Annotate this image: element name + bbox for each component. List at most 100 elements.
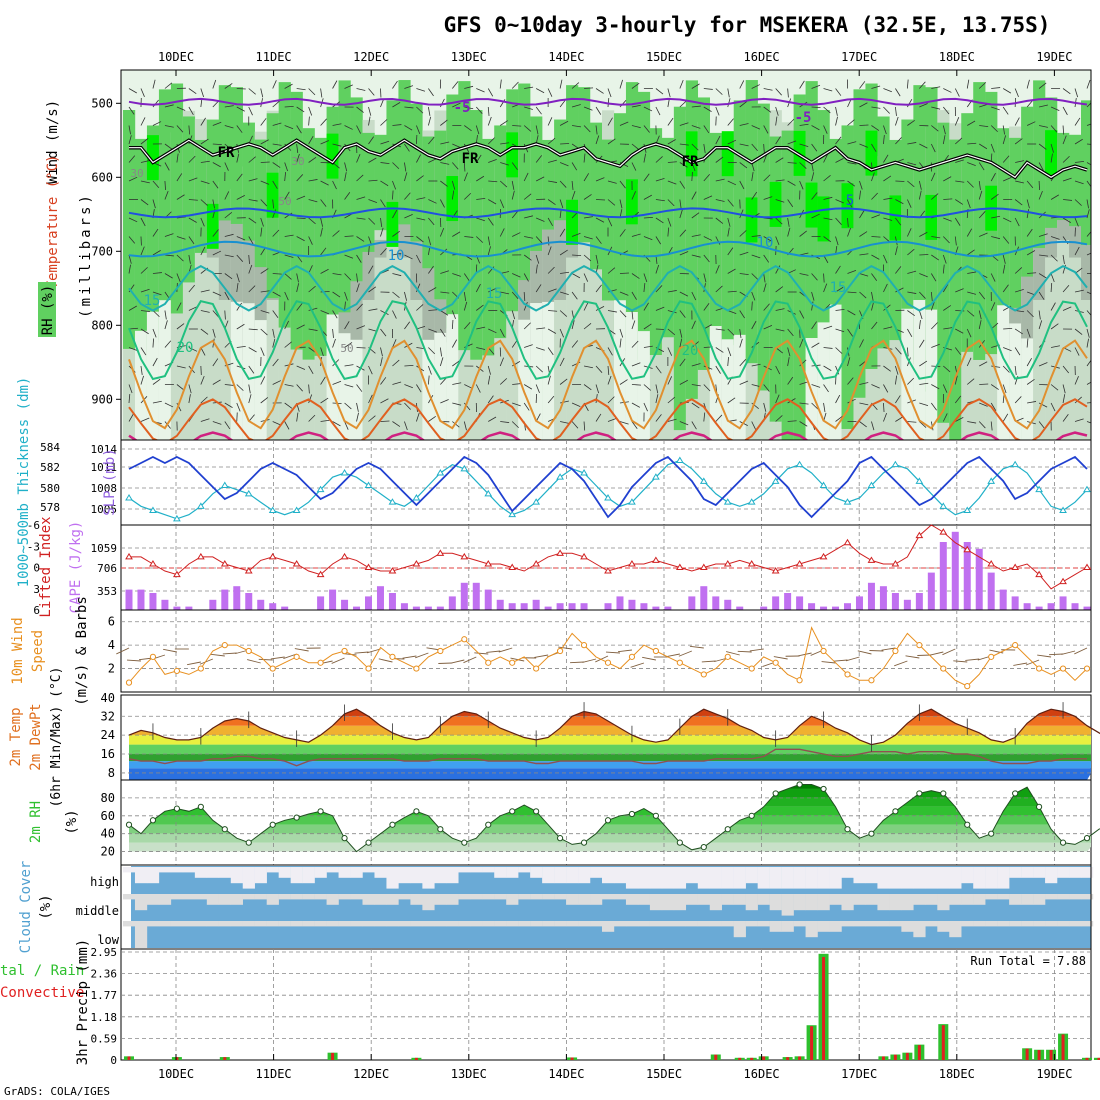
cloud-clear-cell [901, 867, 914, 889]
upper-barb [703, 254, 710, 263]
upper-barb [176, 302, 182, 311]
precip-convective-bar [738, 1057, 742, 1060]
rh-band-green [350, 97, 363, 282]
upper-barb [1038, 402, 1048, 408]
upper-barb [176, 273, 181, 282]
upper-barb [583, 302, 589, 311]
upper-barb [883, 217, 893, 221]
wind-barb [415, 652, 429, 659]
thickness-line-marker [556, 473, 564, 480]
cloud-clear-cell [877, 921, 890, 927]
cloud-clear-cell [206, 894, 220, 905]
rh-line-marker [820, 785, 827, 793]
upper-barb [571, 291, 578, 300]
upper-barb [715, 285, 723, 293]
cloud-clear-cell [398, 894, 411, 900]
rh-band-green [242, 122, 255, 241]
lifted-index-line-marker [580, 552, 588, 560]
lifted-index-line-marker [364, 563, 373, 570]
upper-barb [643, 125, 650, 133]
upper-barb [679, 229, 687, 237]
upper-barb [942, 413, 948, 422]
upper-barb [380, 217, 383, 227]
upper-barb [416, 154, 421, 163]
upper-barb [667, 180, 677, 185]
upper-barb [787, 140, 797, 145]
upper-barb [416, 125, 421, 134]
upper-barb [392, 162, 400, 170]
upper-barb [535, 284, 542, 293]
upper-barb [320, 397, 329, 404]
upper-barb [296, 303, 303, 311]
upper-barb [655, 394, 659, 404]
upper-barb [631, 273, 640, 279]
upper-barb [308, 179, 318, 182]
cloud-clear-cell [1081, 867, 1094, 878]
upper-barb [847, 141, 857, 145]
lifted-index-line-marker [628, 559, 636, 567]
upper-barb [439, 98, 445, 108]
upper-barb [739, 359, 747, 367]
upper-barb [212, 79, 217, 89]
wind-speed-line-marker [1036, 665, 1043, 672]
rh-band-dry [1021, 338, 1034, 440]
cloud-clear-cell [422, 921, 435, 927]
upper-barb [931, 86, 941, 89]
upper-barb [535, 106, 542, 115]
cloud-clear-cell [158, 921, 172, 927]
upper-barb [547, 375, 551, 385]
cloud-clear-cell [434, 921, 447, 927]
contour-30 [128, 398, 1088, 440]
upper-barb [859, 190, 861, 200]
upper-barb [595, 365, 603, 373]
thickness-line-marker [220, 481, 229, 488]
cape-bar [556, 603, 564, 610]
upper-barb [368, 157, 377, 163]
contour-label: 50 [340, 342, 353, 355]
upper-barb [248, 328, 258, 331]
upper-barb [859, 382, 869, 385]
upper-barb [320, 140, 330, 145]
rh-line-marker [341, 835, 348, 842]
rh-band-dry [134, 330, 148, 440]
upper-barb [1003, 347, 1012, 352]
rh-line-marker [1036, 803, 1043, 810]
precip-convective-bar [1037, 1050, 1041, 1060]
upper-barb [883, 384, 889, 393]
upper-barb [128, 155, 136, 163]
upper-barb [332, 421, 341, 427]
upper-barb [619, 229, 626, 237]
cloud-clear-cell [697, 894, 710, 905]
wind-barb [1061, 650, 1076, 655]
cloud-clear-cell [1009, 921, 1022, 927]
upper-barb [272, 80, 277, 89]
upper-barb [775, 236, 780, 245]
rh-band-green [422, 136, 435, 269]
cloud-clear-cell [949, 921, 962, 938]
rh-legend-swatch [38, 282, 56, 337]
lifted-index-line-marker [843, 538, 852, 546]
upper-barb [1062, 254, 1065, 264]
upper-barb [1074, 246, 1080, 256]
rh-band-green [1021, 106, 1034, 277]
upper-barb [140, 180, 150, 184]
upper-barb [643, 323, 652, 330]
upper-barb [847, 217, 849, 228]
upper-barb [248, 394, 252, 404]
wind-speed-line-marker [173, 667, 180, 675]
upper-barb [907, 270, 917, 274]
pressure-tick-label: 600 [91, 170, 113, 184]
upper-barb [524, 236, 534, 239]
upper-barb [260, 88, 264, 98]
wind-speed-line-marker [269, 665, 276, 672]
cloud-clear-cell [685, 867, 699, 884]
upper-barb [140, 365, 143, 375]
cape-bar [855, 596, 863, 610]
lifted-index-line-marker [747, 559, 756, 567]
date-label-top: 14DEC [548, 50, 584, 64]
rh-line [128, 784, 1100, 853]
upper-barb [392, 421, 401, 427]
cloud-clear-cell [182, 921, 196, 927]
cloud-clear-cell [410, 921, 423, 927]
upper-barb [883, 106, 890, 114]
